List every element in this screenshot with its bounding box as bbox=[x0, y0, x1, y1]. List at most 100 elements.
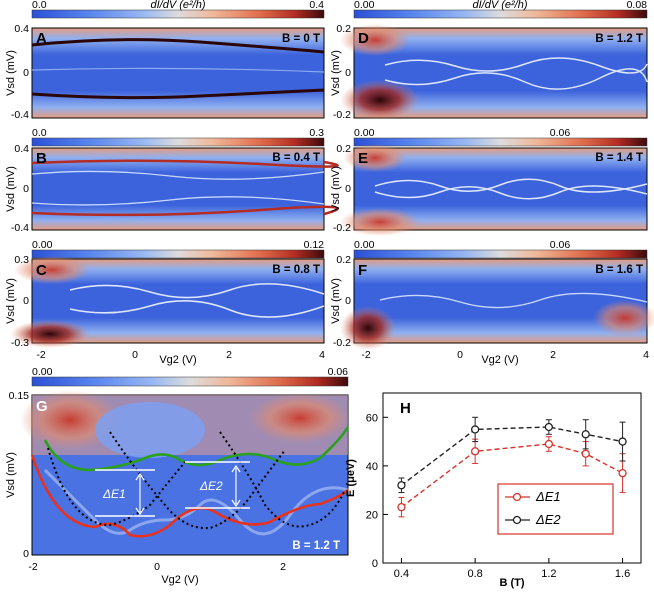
panel-a: 0.0 0.4 dI/dV (e²/h) A B = 0 T 0.4 0 -0.… bbox=[5, 0, 325, 121]
ytick-mid-c: 0 bbox=[23, 295, 29, 307]
map-feature-c1 bbox=[69, 283, 325, 299]
cbar-max-f: 0.06 bbox=[550, 239, 571, 251]
field-label-c: B = 0.8 T bbox=[272, 264, 320, 276]
ytick-g-bot: 0 bbox=[23, 548, 29, 560]
field-label-f: B = 1.6 T bbox=[595, 264, 643, 276]
h-legend-label-2: ΔE2 bbox=[535, 512, 561, 527]
ytick-bot-b: -0.4 bbox=[11, 222, 29, 234]
gap-edge-lower-a bbox=[31, 88, 325, 100]
h-data-point bbox=[544, 439, 554, 449]
ytick-top-e: 0.2 bbox=[336, 143, 351, 155]
map-feature-f1 bbox=[379, 292, 648, 309]
panel-letter-b: B bbox=[36, 150, 47, 167]
h-legend-marker-1 bbox=[512, 492, 522, 502]
cbar-unit-right: dI/dV (e²/h) bbox=[472, 0, 527, 11]
panel-letter-a: A bbox=[36, 30, 47, 47]
ytick-top-a: 0.4 bbox=[14, 23, 29, 35]
field-label-e: B = 1.4 T bbox=[595, 152, 643, 164]
map-blob-g3 bbox=[95, 402, 205, 458]
ytick-top-c: 0.3 bbox=[14, 254, 29, 266]
h-xtick-label: 0.8 bbox=[467, 568, 482, 580]
h-data-point bbox=[470, 425, 480, 434]
colorbar-g bbox=[31, 376, 349, 387]
cbar-max-b: 0.3 bbox=[309, 127, 324, 139]
map-blob-d2 bbox=[340, 24, 410, 56]
ytick-bot-c: -0.3 bbox=[11, 337, 29, 349]
map-feature-g bbox=[43, 468, 349, 536]
cbar-min-a: 0.0 bbox=[32, 0, 47, 11]
colorbar-f bbox=[353, 249, 648, 259]
panel-letter-f: F bbox=[358, 262, 367, 279]
map-blob-g2 bbox=[250, 393, 350, 443]
map-blob-e1 bbox=[343, 144, 407, 172]
xtick-f-2: 2 bbox=[550, 349, 556, 361]
ytick-top-f: 0.2 bbox=[336, 254, 351, 266]
ytick-mid-b: 0 bbox=[23, 183, 29, 195]
map-feature-d2 bbox=[384, 68, 648, 90]
panel-b: 0.0 0.3 B B = 0.4 T 0.4 0 -0.4 Vsd (mV) bbox=[5, 127, 339, 234]
ytick-g-top: 0.15 bbox=[9, 390, 30, 402]
panel-f: 0.00 0.06 F B = 1.6 T 0.2 0 -0.2 Vsd (mV… bbox=[330, 239, 654, 366]
panel-d: 0.00 0.08 dI/dV (e²/h) D B = 1.2 T 0.2 0… bbox=[330, 0, 648, 121]
arrow-de1 bbox=[135, 472, 145, 516]
h-data-point bbox=[581, 430, 590, 439]
xlabel-c: Vg2 (V) bbox=[159, 354, 196, 366]
ytick-bot-e: -0.2 bbox=[333, 222, 351, 234]
panel-g: 0.00 0.06 ΔE1 ΔE2 G B = 1.2 T 0.15 0 Vsd… bbox=[5, 366, 350, 586]
panel-e: 0.00 0.06 E B = 1.4 T 0.2 0 -0.2 Vsd (mV… bbox=[330, 127, 648, 236]
panel-letter-e: E bbox=[358, 150, 368, 167]
map-blob-e2 bbox=[340, 208, 420, 236]
ytick-top-b: 0.4 bbox=[14, 143, 29, 155]
colorbar-e bbox=[353, 137, 648, 147]
colorbar-d bbox=[353, 9, 648, 19]
h-data-point bbox=[397, 481, 406, 490]
ytick-mid-d: 0 bbox=[345, 67, 351, 79]
h-data-point bbox=[544, 422, 554, 432]
field-label-d: B = 1.2 T bbox=[595, 33, 643, 45]
h-data-point bbox=[581, 449, 590, 458]
h-data-point bbox=[618, 468, 627, 478]
arrow-de2 bbox=[231, 464, 241, 508]
field-label-b: B = 0.4 T bbox=[272, 152, 320, 164]
xtick-g-1: 0 bbox=[154, 561, 160, 573]
ylabel-f: Vsd (mV) bbox=[330, 278, 342, 324]
panel-letter-g: G bbox=[36, 398, 48, 415]
cbar-max-g: 0.06 bbox=[328, 366, 349, 378]
xtick-c-1: 0 bbox=[132, 349, 138, 361]
ytick-top-d: 0.2 bbox=[336, 23, 351, 35]
h-ytick-label: 20 bbox=[366, 509, 378, 521]
xtick-c-2: 2 bbox=[226, 349, 232, 361]
dotted-curve-2 bbox=[109, 431, 286, 530]
xtick-c-0: -2 bbox=[36, 349, 45, 361]
h-legend bbox=[497, 483, 614, 535]
h-plot-frame bbox=[382, 392, 642, 564]
ytick-bot-a: -0.4 bbox=[11, 109, 29, 121]
h-data-point bbox=[618, 437, 627, 446]
colorbar-a bbox=[31, 9, 325, 19]
panel-letter-d: D bbox=[358, 30, 369, 47]
h-series-line-2 bbox=[401, 426, 623, 486]
cbar-max-c: 0.12 bbox=[304, 239, 325, 251]
cbar-min-g: 0.00 bbox=[32, 366, 53, 378]
map-feature-e1 bbox=[374, 178, 648, 193]
ylabel-e: Vsd (mV) bbox=[330, 166, 342, 212]
annot-de2: ΔE2 bbox=[199, 479, 223, 493]
map-blob-f2 bbox=[593, 300, 654, 336]
map-blob-d1 bbox=[340, 80, 420, 120]
h-xlabel: B (T) bbox=[499, 577, 524, 589]
h-data-point bbox=[397, 502, 406, 512]
panel-letter-h: H bbox=[400, 400, 411, 417]
h-legend-marker-2 bbox=[512, 515, 522, 525]
cbar-min-f: 0.00 bbox=[354, 239, 375, 251]
map-blob-f1 bbox=[340, 306, 396, 350]
cbar-max-e: 0.06 bbox=[550, 127, 571, 139]
panel-h: H B (T) E (μeV) ΔE1 ΔE2 0.4 0.8 1.2 1.6 0 20 4… bbox=[345, 392, 642, 589]
panel-letter-c: C bbox=[36, 262, 47, 279]
cbar-max-d: 0.08 bbox=[627, 0, 648, 11]
map-a bbox=[31, 27, 325, 119]
ytick-mid-e: 0 bbox=[345, 183, 351, 195]
dotted-curve-1 bbox=[47, 447, 186, 527]
xlabel-f: Vg2 (V) bbox=[481, 354, 518, 366]
map-f bbox=[353, 258, 648, 344]
gap-edge-lower-b bbox=[31, 205, 339, 217]
